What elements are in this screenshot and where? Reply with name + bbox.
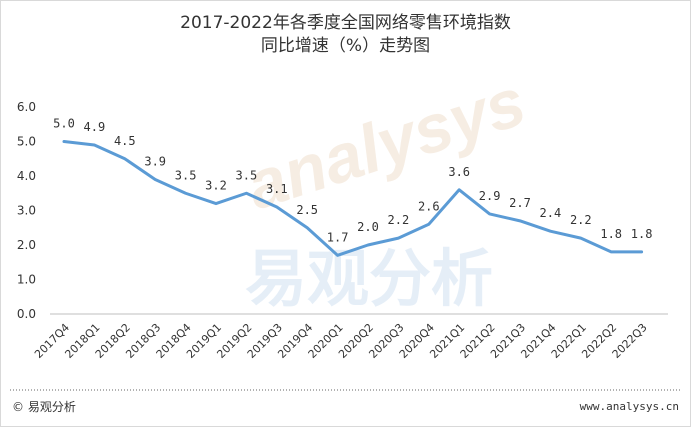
data-label: 1.8: [631, 227, 653, 241]
y-tick-label: 1.0: [17, 273, 36, 287]
data-label: 4.9: [84, 120, 106, 134]
data-label: 3.5: [175, 168, 197, 182]
data-label: 3.2: [205, 179, 227, 193]
y-axis: 0.0 1.0 2.0 3.0 4.0 5.0 6.0: [17, 100, 36, 321]
data-label: 2.5: [296, 203, 318, 217]
data-label: 3.1: [266, 182, 288, 196]
y-tick-label: 0.0: [17, 307, 36, 321]
footer-url: www.analysys.cn: [579, 400, 679, 413]
y-tick-label: 5.0: [17, 135, 36, 149]
chart-title: 2017-2022年各季度全国网络零售环境指数: [180, 13, 511, 33]
data-label: 1.8: [600, 227, 622, 241]
data-label: 2.7: [509, 196, 531, 210]
y-tick-label: 4.0: [17, 169, 36, 183]
data-label: 4.5: [114, 134, 136, 148]
y-tick-label: 6.0: [17, 100, 36, 114]
data-label: 2.9: [479, 189, 501, 203]
data-label: 2.4: [540, 206, 562, 220]
data-label: 2.6: [418, 199, 440, 213]
data-label: 3.5: [236, 168, 258, 182]
series-line: [62, 140, 644, 257]
data-label: 2.0: [357, 220, 379, 234]
y-tick-label: 3.0: [17, 204, 36, 218]
watermark-text: 易观分析: [245, 242, 493, 315]
data-label: 5.0: [53, 117, 75, 131]
data-labels: 5.0 4.9 4.5 3.9 3.5 3.2 3.5 3.1 2.5 1.7 2.0 2.2 2.6 3…: [53, 117, 652, 245]
data-label: 3.9: [144, 154, 166, 168]
x-axis: 2017Q42018Q12018Q22018Q32018Q42019Q12019…: [32, 313, 668, 361]
data-label: 3.6: [448, 165, 470, 179]
chart-subtitle: 同比增速（%）走势图: [260, 36, 431, 56]
data-label: 2.2: [570, 213, 592, 227]
data-label: 1.7: [327, 230, 349, 244]
data-label: 2.2: [388, 213, 410, 227]
series: [62, 140, 644, 257]
y-tick-label: 2.0: [17, 238, 36, 252]
footer-copyright: © 易观分析: [12, 400, 76, 414]
